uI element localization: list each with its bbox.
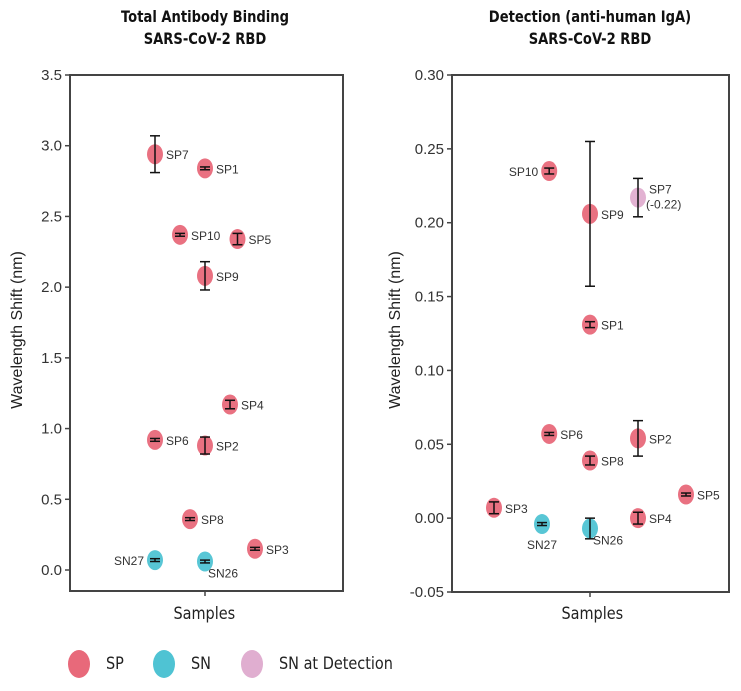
legend-swatch-sn [153, 650, 176, 678]
y-tick-label: 0.30 [415, 67, 444, 84]
data-point-sn27: SN27 [114, 550, 163, 571]
data-point-sp9: SP9 [197, 260, 239, 291]
y-tick-label: 3.0 [41, 138, 62, 155]
y-tick-label: 0.0 [41, 562, 62, 579]
left-chart-subtitle: SARS-CoV-2 RBD [143, 29, 267, 48]
y-tick-label: 1.5 [41, 350, 62, 367]
point-label: SP1 [216, 162, 239, 176]
legend-swatch-sn-at-detection [240, 650, 263, 678]
data-point-sn26: SN26 [582, 517, 623, 547]
left-x-axis-label: Samples [173, 604, 236, 624]
point-sublabel: (-0.22) [646, 198, 681, 212]
data-point-sp10: SP10 [509, 161, 558, 182]
right-chart-subtitle: SARS-CoV-2 RBD [528, 29, 652, 48]
point-label: SP6 [166, 434, 189, 448]
point-label: SP1 [601, 319, 624, 333]
point-label: SP2 [649, 432, 672, 446]
data-point-sp5: SP5 [229, 229, 272, 250]
y-tick-label: 3.5 [41, 67, 62, 84]
legend-item-sp: SP [68, 650, 127, 678]
point-label: SP7 [649, 183, 672, 197]
y-tick-label: 0.5 [41, 491, 62, 508]
point-label: SP7 [166, 148, 189, 162]
data-point-sp4: SP4 [222, 394, 264, 415]
y-tick-label: 0.10 [415, 362, 444, 379]
point-label: SP8 [201, 513, 224, 527]
data-point-sp1: SP1 [197, 158, 239, 179]
point-label: SP3 [266, 543, 289, 557]
legend-item-sn-at-detection: SN at Detection [240, 650, 413, 678]
point-label: SP6 [560, 428, 583, 442]
y-tick-label: 0.25 [415, 141, 444, 158]
legend: SP SN SN at Detection [68, 650, 439, 678]
data-point-sp3: SP3 [247, 538, 289, 559]
point-label: SP2 [216, 440, 239, 454]
legend-swatch-sp [68, 650, 90, 678]
y-tick-label: 2.5 [41, 208, 62, 225]
right-x-axis-label: Samples [561, 604, 624, 624]
data-point-sp8: SP8 [182, 509, 224, 530]
right-chart-title: Detection (anti-human IgA) SARS-CoV-2 RB… [467, 6, 713, 50]
data-point-sp10: SP10 [172, 224, 221, 245]
y-tick-label: 1.0 [41, 421, 62, 438]
point-label: SN27 [114, 554, 144, 568]
y-axis-label: Wavelength Shift (nm) [9, 251, 26, 409]
point-label: SP9 [601, 208, 624, 222]
point-label: SN26 [208, 567, 238, 581]
data-point-sp2: SP2 [630, 419, 672, 457]
legend-label-sn: SN [191, 654, 212, 674]
right-chart-title-line1: Detection (anti-human IgA) [488, 7, 692, 26]
y-axis-label: Wavelength Shift (nm) [387, 251, 404, 409]
data-point-sp4: SP4 [630, 508, 672, 529]
point-label: SN27 [527, 538, 557, 552]
point-label: SP9 [216, 270, 239, 284]
point-label: SP4 [649, 512, 672, 526]
data-point-sp6: SP6 [541, 423, 583, 444]
y-tick-label: 0.20 [415, 215, 444, 232]
y-tick-label: 0.15 [415, 289, 444, 306]
data-point-sn26: SN26 [197, 551, 238, 581]
data-point-sp6: SP6 [147, 429, 189, 450]
y-tick-label: 2.0 [41, 279, 62, 296]
point-label: SP5 [249, 233, 272, 247]
left-chart: 0.0 0.5 1.0 1.5 2.0 2.5 3.0 3.5 Wavelength Shift… [9, 67, 344, 596]
data-point-sp7: SP7(-0.22) [630, 177, 681, 218]
data-point-sp5: SP5 [678, 484, 720, 505]
left-chart-title-line1: Total Antibody Binding [120, 7, 290, 26]
plot-frame [69, 74, 344, 592]
y-tick-label: -0.05 [410, 584, 444, 601]
point-label: SP10 [191, 229, 221, 243]
point-label: SP3 [505, 502, 528, 516]
y-tick-label: 0.05 [415, 436, 444, 453]
point-label: SP10 [509, 165, 539, 179]
legend-label-sp: SP [106, 654, 124, 674]
legend-item-sn: SN [153, 650, 215, 678]
data-point-sp7: SP7 [147, 135, 189, 174]
point-label: SP5 [697, 489, 720, 503]
point-label: SP8 [601, 455, 624, 469]
right-chart: -0.05 0.00 0.05 0.10 0.15 0.20 0.25 0.30 Wavelen… [387, 67, 730, 601]
point-label: SN26 [593, 533, 623, 547]
data-point-sp9: SP9 [582, 140, 624, 287]
point-label: SP4 [241, 399, 264, 413]
left-chart-title: Total Antibody Binding SARS-CoV-2 RBD [86, 6, 324, 50]
data-point-sp2: SP2 [197, 435, 239, 456]
data-point-sp1: SP1 [582, 314, 624, 335]
data-point-sn27: SN27 [527, 514, 557, 552]
data-point-sp3: SP3 [486, 497, 528, 518]
legend-label-sn-at-detection: SN at Detection [278, 654, 393, 674]
y-tick-label: 0.00 [415, 510, 444, 527]
data-point-sp8: SP8 [582, 450, 624, 471]
